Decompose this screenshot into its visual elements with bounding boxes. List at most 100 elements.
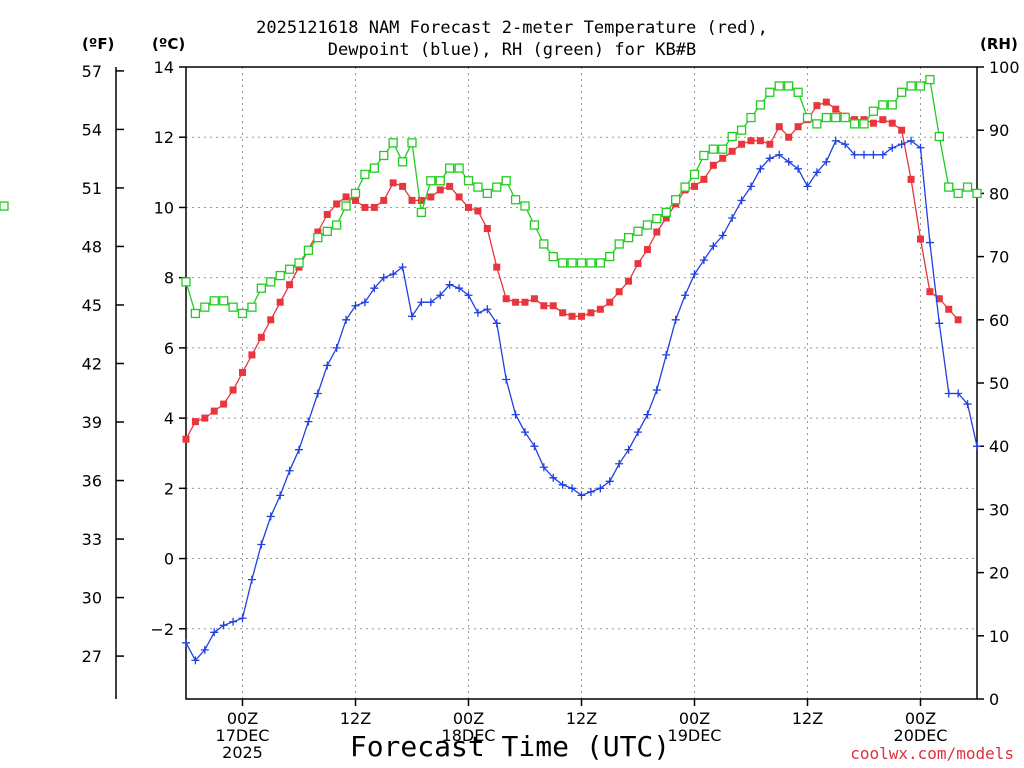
temperature-point [436, 186, 444, 194]
temperature-point [606, 298, 614, 306]
temperature-point [239, 368, 246, 376]
x-axis-title: Forecast Time (UTC) [349, 730, 671, 763]
rh-point [784, 81, 794, 91]
temperature-point [869, 119, 877, 127]
dewpoint-point [285, 466, 294, 475]
dewpoint-point [869, 150, 878, 159]
dewpoint-point [332, 343, 341, 352]
rh-point [369, 163, 379, 173]
chart-title-line-2: Dewpoint (blue), RH (green) for KB#B [327, 40, 697, 60]
x-tick-label: 00Z [227, 709, 258, 728]
rh-point [765, 87, 775, 97]
dewpoint-point [634, 428, 642, 437]
temperature-point [756, 137, 764, 145]
dewpoint-point [398, 263, 407, 272]
fahrenheit-tick-label: 33 [82, 530, 102, 549]
fahrenheit-tick-label: 36 [82, 472, 102, 491]
temperature-point [455, 193, 463, 201]
temperature-point [493, 263, 501, 271]
dewpoint-point [276, 491, 285, 500]
dewpoint-point [841, 140, 850, 149]
rh-point [859, 119, 869, 129]
dewpoint-point [878, 150, 887, 159]
dewpoint-point [323, 361, 332, 370]
rh-point [303, 245, 314, 255]
x-tick-label: 12Z [340, 709, 371, 728]
dewpoint-point [182, 638, 190, 647]
rh-point [435, 176, 445, 186]
rh-point [944, 182, 954, 192]
celsius-tick-label: −2 [150, 620, 174, 639]
dewpoint-point [812, 168, 821, 177]
temperature-point [643, 246, 651, 254]
temperature-point [728, 147, 736, 155]
dewpoint-point [455, 284, 464, 293]
dewpoint-point [351, 301, 360, 310]
temperature-point [898, 126, 906, 134]
credit-text[interactable]: coolwx.com/models [850, 744, 1014, 763]
rh-point [492, 182, 502, 192]
rh-tick-label: 50 [989, 374, 1009, 393]
dewpoint-point [530, 442, 539, 451]
dewpoint-point [935, 319, 944, 328]
temperature-point [559, 309, 567, 317]
dewpoint-point [690, 270, 699, 279]
dewpoint-point [643, 410, 652, 419]
rh-point [332, 220, 342, 230]
rh-point [190, 308, 201, 319]
temperature-point [813, 102, 821, 110]
temperature-point [738, 140, 746, 148]
x-tick-label: 20DEC [894, 726, 948, 745]
temperature-point [427, 193, 435, 201]
rh-point [388, 138, 398, 148]
temperature-point [370, 203, 378, 211]
dewpoint-point [963, 400, 972, 409]
dewpoint-point [718, 231, 727, 240]
temperature-point [540, 302, 548, 310]
dewpoint-point [568, 484, 577, 493]
dewpoint-point [624, 445, 633, 454]
dewpoint-point [954, 389, 963, 398]
rh-tick-label: 80 [989, 184, 1009, 203]
rh-point [793, 87, 803, 97]
dewpoint-point [511, 410, 520, 419]
temperature-point [907, 175, 915, 183]
temperature-point [267, 316, 275, 324]
dewpoint-point [266, 512, 275, 521]
rh-point [520, 201, 530, 211]
rh-point [727, 131, 737, 142]
temperature-point [926, 288, 934, 296]
temperature-point [389, 179, 397, 187]
temperature-point [502, 295, 510, 303]
rh-point [501, 176, 511, 186]
dewpoint-point [200, 645, 209, 654]
temperature-point [191, 418, 199, 426]
chart-title-line-1: 2025121618 NAM Forecast 2-meter Temperat… [256, 18, 768, 38]
dewpoint-point [747, 182, 755, 191]
rh-point [341, 201, 351, 211]
dewpoint-point [473, 308, 482, 317]
rh-point [181, 277, 191, 287]
temperature-point [709, 161, 717, 169]
rh-point [736, 125, 747, 135]
temperature-point [634, 260, 642, 268]
rh-point [482, 188, 492, 199]
rh-point [397, 157, 408, 167]
celsius-tick-label: 6 [164, 339, 174, 358]
temperature-point [832, 105, 840, 113]
rh-tick-label: 20 [989, 564, 1009, 583]
rh-tick-label: 0 [989, 690, 999, 709]
rh-point [614, 239, 624, 249]
temperature-point [785, 133, 793, 141]
fahrenheit-tick-label: 30 [82, 589, 102, 608]
temperature-point [954, 316, 962, 324]
rh-point [256, 283, 266, 293]
temperature-point [201, 414, 209, 422]
dewpoint-point [615, 459, 624, 468]
rh-point [934, 131, 944, 142]
rh-point [407, 138, 417, 148]
rh-tick-label: 40 [989, 437, 1009, 456]
x-tick-label: 12Z [566, 709, 597, 728]
fahrenheit-tick-label: 45 [82, 296, 102, 315]
rh-point [953, 188, 963, 199]
